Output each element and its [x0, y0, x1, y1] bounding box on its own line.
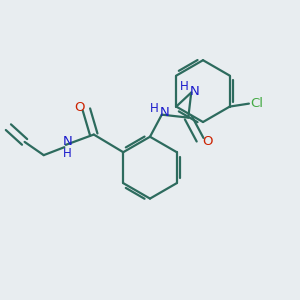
Text: H: H	[179, 80, 188, 93]
Text: O: O	[75, 101, 85, 114]
Text: N: N	[62, 135, 72, 148]
Text: H: H	[63, 147, 72, 160]
Text: N: N	[159, 106, 169, 119]
Text: H: H	[150, 102, 159, 115]
Text: N: N	[189, 85, 199, 98]
Text: Cl: Cl	[251, 97, 264, 110]
Text: O: O	[202, 135, 213, 148]
